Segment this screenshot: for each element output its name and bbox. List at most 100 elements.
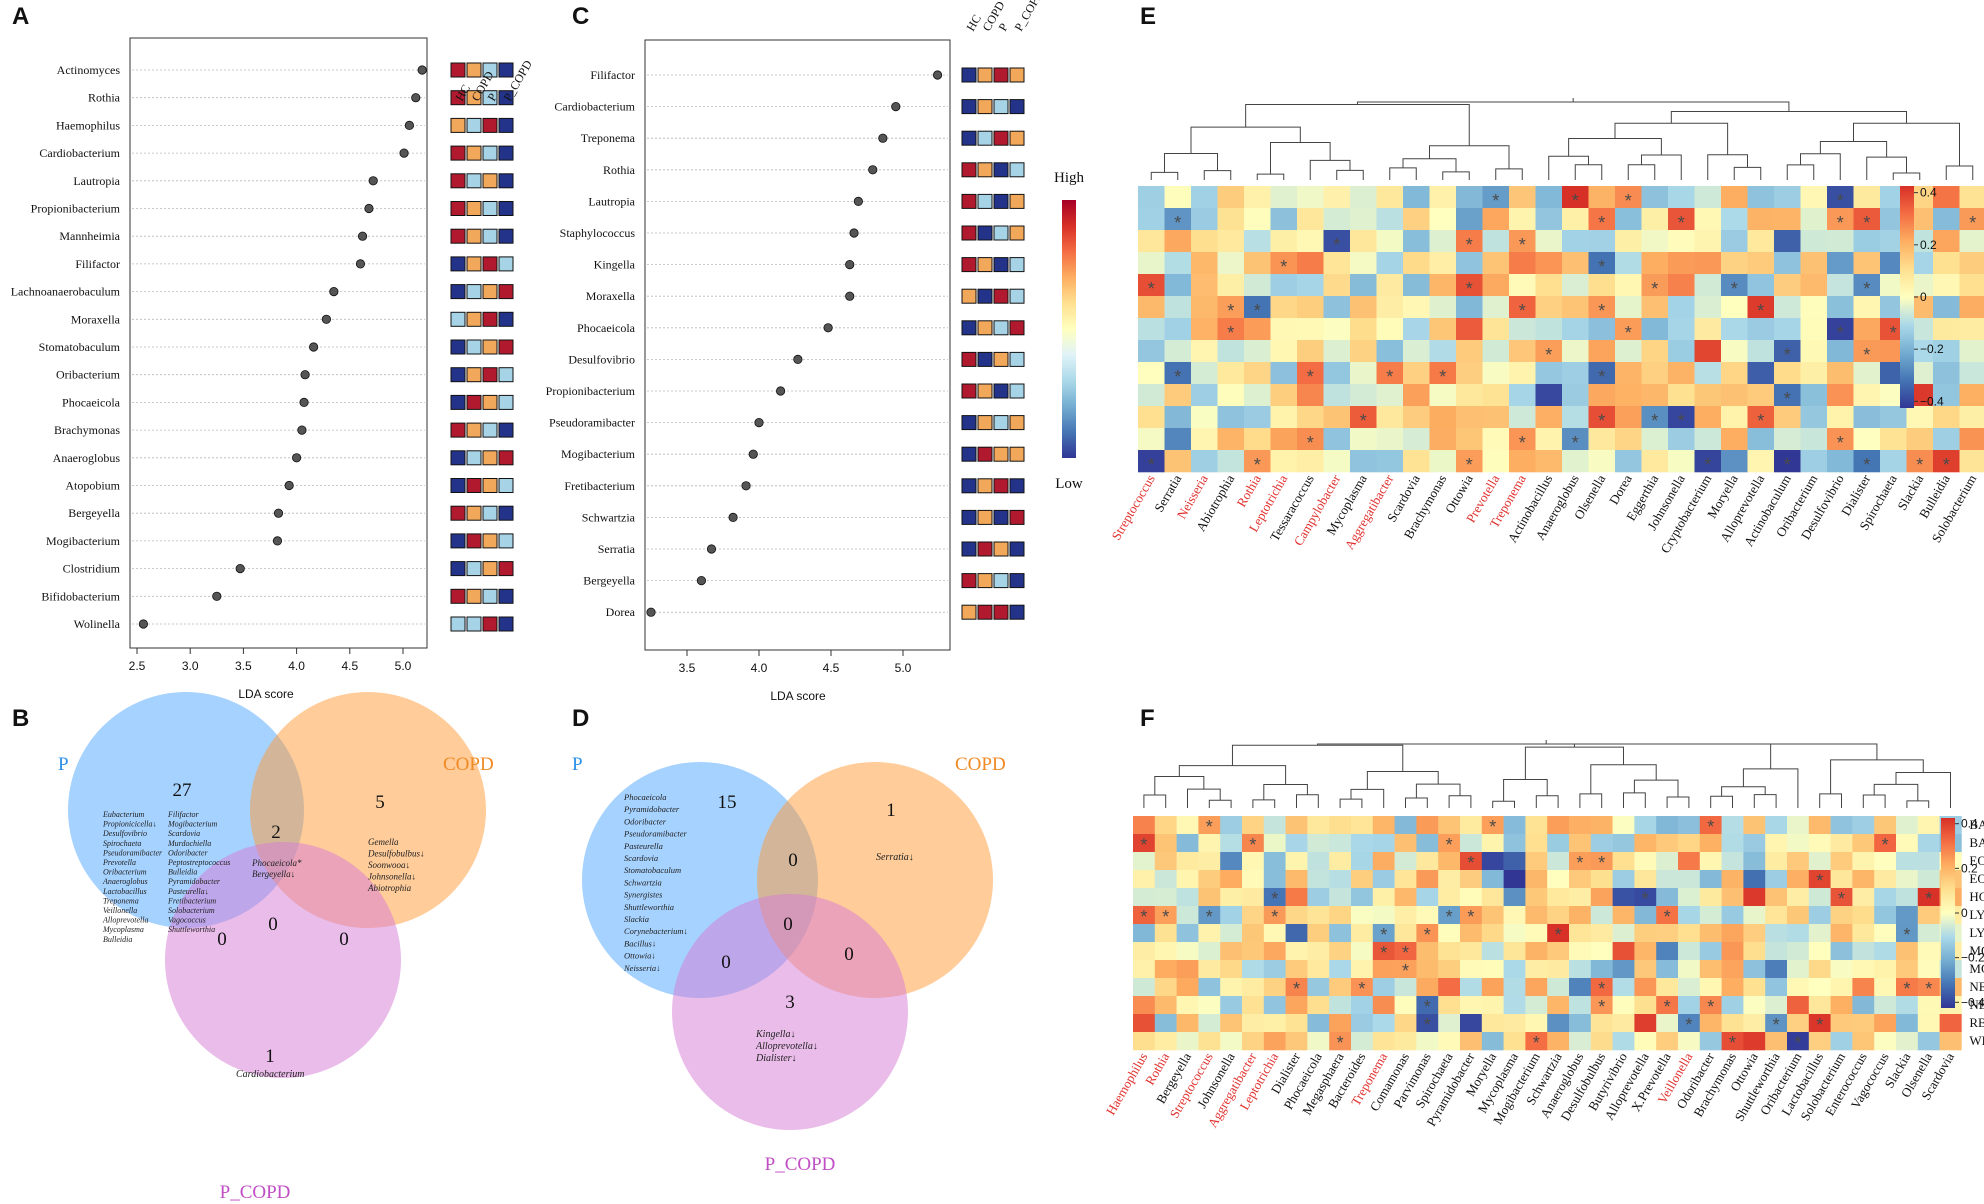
panel-f-heat-cell [1721,996,1744,1015]
panel-f-dendrogram-branch [1208,799,1232,808]
panel-f-significance-star: * [1925,979,1932,999]
panel-f-heat-cell [1307,906,1330,925]
panel-f-heat-cell [1917,924,1940,943]
panel-d-count-copd-and-pcopd: 0 [844,944,854,965]
panel-e-heat-cell [1323,362,1351,385]
panel-f-heat-cell [1590,1014,1613,1033]
panel-c-group-box [993,541,1009,557]
panel-e-significance-star: * [1148,279,1155,299]
panel-e-heat-cell [1668,406,1695,429]
panel-a-group-box [498,311,514,327]
panel-b-list-p: Mycoplasma [102,925,144,934]
panel-e-heat-cell [1270,428,1298,451]
panel-f-heat-cell [1656,870,1679,889]
panel-d-list-p: Corynebacterium↓ [624,926,688,936]
panel-e-heat-cell [1853,318,1881,341]
panel-f-dendrogram-branch [1862,794,1886,808]
panel-a-group-box [450,394,466,410]
panel-e-heat-cell [1482,186,1510,209]
panel-e-significance-star: * [1174,213,1181,233]
panel-a-group-box [466,478,482,493]
panel-f-heat-cell [1569,996,1592,1015]
panel-c-group-box [1009,162,1025,178]
panel-e-heat-cell [1641,252,1669,275]
panel-e-significance-star: * [1545,345,1552,365]
panel-b-count-p: 27 [173,780,192,801]
panel-f-significance-star: * [1424,925,1431,945]
panel-a-group-box [450,228,466,244]
panel-e-heat-cell [1588,406,1616,429]
panel-e-significance-star: * [1307,433,1314,453]
panel-e-heat-cell [1244,450,1271,473]
panel-c-group-box [977,130,993,146]
panel-f-heat-cell [1133,888,1156,907]
panel-f-heat-cell [1481,960,1504,979]
panel-e-heat-cell [1297,208,1324,231]
panel-e-heat-cell [1164,230,1192,253]
panel-f-significance-star: * [1140,907,1147,927]
panel-e-heat-cell [1456,450,1483,473]
panel-f-heat-cell [1285,1032,1308,1051]
panel-f-row-label: WBC [1969,1033,1984,1048]
panel-e-heat-cell [1668,384,1695,407]
panel-c-taxon-label: Mogibacterium [561,447,636,461]
panel-e-heat-cell [1774,384,1801,407]
panel-f-significance-star: * [1664,997,1671,1017]
panel-e-heat-cell [1588,230,1616,253]
panel-f-significance-star: * [1380,925,1387,945]
panel-f-heat-cell [1351,942,1374,961]
panel-a-group-box [466,228,482,244]
panel-b-list-p: Desulfovibrio [102,829,147,838]
panel-f-heat-cell [1416,906,1439,925]
panel-f-significance-star: * [1424,1015,1431,1035]
panel-e-heat-cell [1694,318,1722,341]
panel-f-heat-cell [1220,852,1243,871]
panel-e-heat-cell [1191,340,1218,363]
panel-e-heat-cell [1827,340,1854,363]
panel-c-taxon-label: Serratia [598,542,636,556]
panel-f-heat-cell [1634,888,1657,907]
panel-f-heat-cell [1612,906,1635,925]
panel-c-group-box [1009,478,1025,494]
panel-f-heat-cell [1612,816,1635,835]
panel-e-heat-cell [1668,274,1695,297]
panel-e-heat-cell [1933,252,1960,275]
panel-e-heat-cell [1138,318,1165,341]
panel-c-group-header: P_COPD [1011,0,1046,34]
panel-f-heat-cell [1351,960,1374,979]
panel-e-heat-cell [1588,340,1616,363]
panel-f-row-label: EO [1969,853,1984,868]
panel-e-heat-cell [1270,208,1298,231]
panel-f-heat-cell [1394,996,1417,1015]
panel-f-heat-cell [1569,924,1592,943]
panel-f-significance-star: * [1489,817,1496,837]
panel-e-significance-star: * [1439,367,1446,387]
panel-b-list-p: Scardovia [168,829,200,838]
panel-e-heat-cell [1403,230,1430,253]
panel-e-heat-cell [1429,384,1457,407]
panel-f-heat-cell [1263,1032,1286,1051]
panel-e-heat-cell [1721,406,1748,429]
panel-e-heat-cell [1376,274,1404,297]
panel-a-taxon-label: Clostridium [63,562,121,576]
panel-e-heat-cell [1323,428,1351,451]
panel-f-heat-cell [1416,870,1439,889]
panel-a-taxon-label: Lachnoanaerobaculum [11,285,121,299]
panel-f-heat-cell [1307,924,1330,943]
panel-e-heat-cell [1721,318,1748,341]
panel-f-heat-cell [1612,870,1635,889]
panel-b-count-all: 0 [268,914,278,935]
panel-f-significance-star: * [1576,853,1583,873]
panel-f-heat-cell [1460,906,1483,925]
panel-c-group-box [961,193,977,209]
panel-a-group-box [466,422,482,438]
panel-f-significance-star: * [1402,943,1409,963]
panel-f-heat-cell [1220,906,1243,925]
panel-f-heat-cell [1569,852,1592,871]
panel-e-heat-cell [1376,340,1404,363]
panel-a-tick-label: 3.5 [235,659,252,673]
panel-e-heat-cell [1853,406,1881,429]
panel-f-heat-cell [1743,996,1766,1015]
panel-f-heat-cell [1416,816,1439,835]
panel-e-heat-cell [1906,428,1934,451]
